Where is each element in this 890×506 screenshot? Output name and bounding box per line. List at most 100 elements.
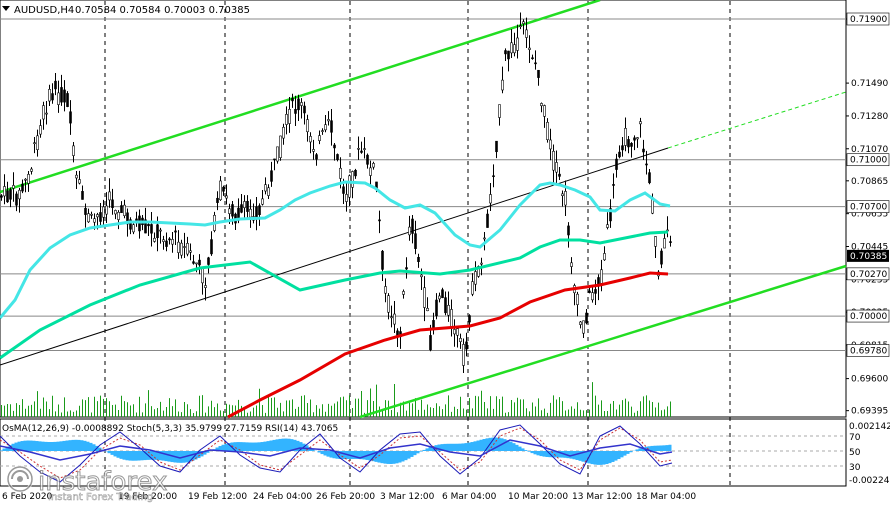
candle-body	[192, 261, 195, 264]
candle-body	[39, 125, 42, 135]
candle-body	[444, 297, 447, 314]
candle-body	[519, 25, 522, 27]
candle-body	[231, 204, 234, 217]
candle-body	[471, 281, 474, 295]
candle-body	[207, 257, 210, 265]
candle-body	[324, 124, 327, 131]
candle-body	[156, 224, 159, 239]
candle-body	[132, 224, 135, 233]
candle-body	[15, 193, 18, 206]
indicator-label: OsMA(12,26,9) -0.0008892 Stoch(5,3,3) 35…	[2, 424, 338, 434]
price-tick-label: 0.70445	[851, 242, 888, 252]
candle-body	[72, 145, 75, 156]
candle-body	[633, 137, 636, 141]
level-70-label: 70	[849, 433, 861, 443]
candle-body	[414, 233, 417, 249]
candle-body	[525, 29, 528, 38]
candle-body	[411, 218, 414, 234]
candle-body	[648, 172, 651, 184]
candle-body	[78, 179, 81, 184]
candle-body	[591, 292, 594, 301]
candle-body	[390, 316, 393, 319]
candle-body	[144, 219, 147, 234]
candle-body	[228, 208, 231, 214]
candle-body	[306, 119, 309, 133]
candle-body	[582, 320, 585, 334]
candle-body	[555, 162, 558, 173]
candle-body	[645, 163, 648, 166]
level-price-marker	[846, 153, 890, 167]
candle-body	[435, 299, 438, 317]
candle-body	[243, 201, 246, 209]
main-chart-frame	[0, 0, 847, 418]
time-tick-label: 26 Feb 20:00	[316, 492, 375, 502]
instaforex-logo-icon	[6, 465, 34, 493]
price-tick-label: 0.70655	[851, 210, 888, 220]
candle-body	[441, 289, 444, 298]
candle-body	[480, 262, 483, 265]
candle-body	[0, 195, 3, 198]
indicator-window: OsMA(12,26,9) -0.0008892 Stoch(5,3,3) 35…	[0, 422, 890, 486]
candle-body	[246, 200, 249, 212]
ema-200-line[interactable]	[227, 271, 669, 419]
candle-body	[180, 242, 183, 256]
price-tick-label: 0.69600	[851, 375, 888, 385]
candle-body	[642, 148, 645, 153]
horizontal-level-lines	[0, 18, 846, 351]
candle-body	[351, 171, 354, 188]
candle-body	[423, 287, 426, 308]
symbol-label: AUDUSD,H4	[14, 5, 74, 16]
candle-body	[543, 105, 546, 117]
stoch-signal-line	[0, 427, 673, 479]
channel-upper-line[interactable]	[0, 0, 601, 194]
price-tick-label: 0.71280	[851, 112, 888, 122]
candle-body	[318, 135, 321, 141]
candle-body	[222, 186, 225, 192]
ohlc-readout: 0.70584 0.70584 0.70003 0.70385	[75, 5, 250, 16]
ema-50-line[interactable]	[0, 180, 671, 319]
time-tick-label: 10 Mar 20:00	[508, 492, 568, 502]
candle-body	[540, 103, 543, 107]
candle-body	[342, 186, 345, 194]
stoch-main-line	[0, 424, 673, 483]
candle-body	[369, 167, 372, 176]
ema-144-line[interactable]	[0, 230, 669, 360]
level-price-marker	[846, 309, 890, 323]
candle-body	[90, 213, 93, 216]
level-price-label: 0.70700	[850, 203, 887, 213]
candle-body	[405, 267, 408, 270]
time-tick-label: 18 Mar 04:00	[636, 492, 696, 502]
candle-body	[618, 151, 621, 158]
candle-body	[105, 205, 108, 215]
candle-body	[438, 295, 441, 300]
time-tick-label: 6 Mar 04:00	[442, 492, 497, 502]
candle-body	[225, 195, 228, 199]
level-30-label: 30	[849, 463, 861, 473]
triangle-down-icon[interactable]	[2, 6, 10, 11]
candle-body	[27, 174, 30, 184]
candle-body	[600, 269, 603, 284]
watermark-tagline: Instant Forex Trading	[48, 492, 153, 503]
rsi-line	[0, 439, 673, 461]
candle-body	[495, 140, 498, 153]
candle-body	[162, 239, 165, 242]
candle-body	[636, 137, 639, 140]
level-price-label: 0.71000	[850, 156, 887, 166]
candle-body	[564, 191, 567, 206]
candle-body	[549, 139, 552, 150]
candle-body	[528, 47, 531, 50]
watermark-brand: instaforex	[38, 467, 167, 497]
price-tick-label: 0.71070	[851, 145, 888, 155]
candle-body	[51, 93, 54, 101]
candle-body	[282, 126, 285, 139]
channel-mid-extension[interactable]	[667, 91, 847, 149]
candle-body	[165, 240, 168, 247]
candle-body	[546, 122, 549, 141]
candle-body	[624, 128, 627, 146]
candle-body	[483, 237, 486, 240]
candle-body	[456, 328, 459, 336]
candle-body	[87, 213, 90, 223]
candle-body	[315, 154, 318, 160]
channel-lower-line[interactable]	[359, 264, 847, 419]
